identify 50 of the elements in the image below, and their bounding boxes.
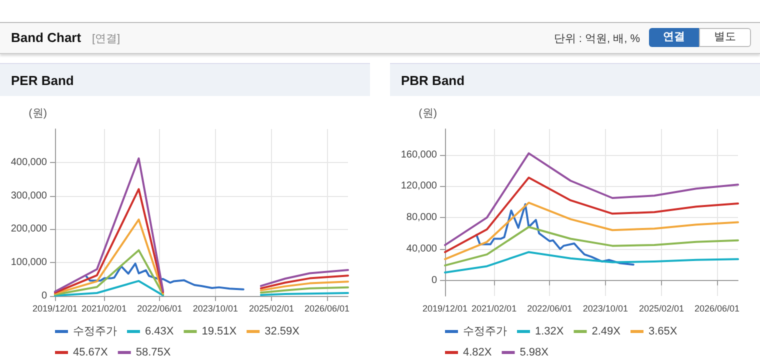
y-tick-label: 40,000	[406, 243, 438, 254]
x-tick-label: 2021/02/01	[472, 304, 517, 314]
y-tick-label: 80,000	[406, 212, 438, 224]
legend-label: 19.51X	[202, 326, 238, 338]
x-tick-label: 2022/06/01	[137, 304, 182, 314]
x-tick-label: 2023/10/01	[582, 304, 628, 314]
y-tick-label: 160,000	[400, 149, 438, 160]
y-tick-label: 100,000	[10, 257, 48, 268]
line-series	[444, 202, 739, 260]
legend-label: 58.75X	[136, 346, 172, 358]
y-tick-label: 0	[41, 290, 48, 302]
legend-label: 4.82X	[463, 346, 492, 358]
legend-label: 2.49X	[592, 326, 622, 338]
y-tick-label: 400,000	[10, 156, 48, 168]
x-tick-label: 2026/06/01	[694, 304, 740, 314]
line-series	[444, 152, 739, 246]
x-tick-label: 2019/12/01	[422, 304, 468, 314]
line-series	[444, 226, 739, 266]
text: 연결	[649, 28, 699, 47]
line-series	[476, 203, 634, 266]
text: [연결]	[92, 32, 120, 46]
legend-label: 3.65X	[648, 326, 678, 338]
y-tick-label: 0	[431, 274, 438, 286]
legend-label: 45.67X	[73, 346, 109, 358]
x-tick-label: 2026/06/01	[304, 304, 350, 314]
text: 별도	[699, 28, 751, 47]
x-tick-label: 2022/06/01	[527, 304, 572, 314]
line-series	[444, 251, 739, 274]
y-tick-label: 300,000	[10, 190, 48, 202]
x-tick-label: 2025/02/01	[248, 304, 294, 314]
y-tick-label: 200,000	[10, 224, 48, 235]
legend-label: 1.32X	[535, 326, 564, 338]
x-tick-label: 2023/10/01	[192, 304, 238, 314]
text: Band Chart	[11, 30, 82, 45]
text: 단위 : 억원, 배, %	[554, 32, 640, 46]
line-series	[86, 262, 244, 290]
line-series	[444, 176, 739, 254]
legend-label: 6.43X	[145, 326, 174, 338]
y-axis-title: (원)	[418, 108, 437, 120]
y-tick-label: 120,000	[400, 180, 438, 192]
legend-label: 32.59X	[264, 326, 300, 338]
legend-label: 수정주가	[73, 326, 117, 338]
legend-label: 5.98X	[520, 346, 550, 358]
x-tick-label: 2019/12/01	[32, 304, 78, 314]
x-tick-label: 2025/02/01	[638, 304, 684, 314]
x-tick-label: 2021/02/01	[82, 304, 127, 314]
y-axis-title: (원)	[28, 108, 47, 120]
legend-label: 수정주가	[463, 326, 507, 338]
chart-title: PER Band	[0, 63, 370, 96]
chart-title: PBR Band	[390, 63, 760, 96]
